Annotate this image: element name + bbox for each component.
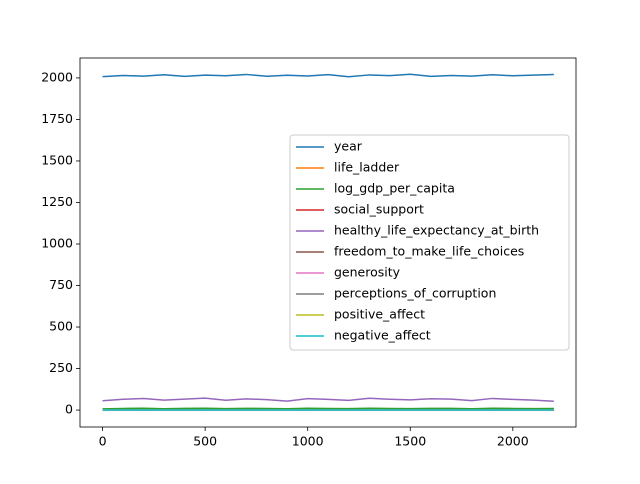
legend-box xyxy=(290,135,569,350)
y-tick-label: 1000 xyxy=(41,235,73,250)
y-tick-label: 1750 xyxy=(41,111,73,126)
legend-label: healthy_life_expectancy_at_birth xyxy=(334,223,539,238)
legend-label: generosity xyxy=(334,265,401,280)
y-tick-label: 2000 xyxy=(41,69,73,84)
legend-label: year xyxy=(334,139,363,154)
series-line xyxy=(103,74,554,77)
y-tick-label: 250 xyxy=(49,360,73,375)
x-tick-label: 0 xyxy=(99,434,107,449)
legend-label: perceptions_of_corruption xyxy=(334,286,496,301)
legend-label: life_ladder xyxy=(334,160,400,175)
legend-label: social_support xyxy=(334,202,424,217)
y-tick-label: 500 xyxy=(49,319,73,334)
x-tick-label: 500 xyxy=(193,434,217,449)
legend-label: positive_affect xyxy=(334,307,425,322)
y-tick-label: 1500 xyxy=(41,152,73,167)
series-line xyxy=(103,408,554,409)
x-tick-label: 1500 xyxy=(394,434,426,449)
legend-label: freedom_to_make_life_choices xyxy=(334,244,524,259)
y-tick-label: 1250 xyxy=(41,194,73,209)
y-tick-label: 0 xyxy=(65,402,73,417)
legend-label: log_gdp_per_capita xyxy=(334,181,455,196)
y-tick-label: 750 xyxy=(49,277,73,292)
x-tick-label: 2000 xyxy=(497,434,529,449)
legend-label: negative_affect xyxy=(334,328,431,343)
series-line xyxy=(103,398,554,401)
x-tick-label: 1000 xyxy=(292,434,324,449)
